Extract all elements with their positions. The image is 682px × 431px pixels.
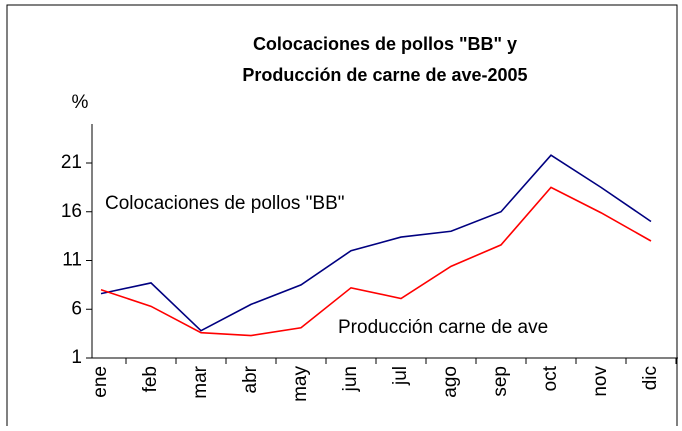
y-axis-label: %	[72, 92, 89, 113]
series-line	[100, 186, 652, 337]
y-tick-label: 1	[71, 347, 82, 368]
x-tick-label: ago	[440, 366, 461, 398]
y-tick-label: 6	[71, 298, 82, 319]
x-tick-label: sep	[490, 366, 511, 397]
x-tick-label: jul	[390, 366, 411, 386]
x-tick-label: abr	[240, 365, 261, 393]
chart-frame	[6, 4, 678, 431]
x-tick-label: oct	[540, 365, 561, 391]
series-line	[100, 154, 652, 332]
x-tick-label: jun	[340, 366, 361, 392]
y-tick-label: 16	[61, 201, 82, 222]
y-tick-label: 21	[61, 152, 82, 173]
x-tick-label: feb	[140, 366, 161, 392]
chart-title: Colocaciones de pollos "BB" y	[253, 34, 517, 54]
series-label: Producción carne de ave	[338, 317, 548, 338]
y-tick-label: 11	[62, 250, 82, 271]
x-tick-label: dic	[640, 366, 661, 390]
x-tick-label: ene	[90, 366, 111, 398]
series-label: Colocaciones de pollos "BB"	[105, 193, 345, 214]
x-tick-label: nov	[590, 366, 611, 397]
x-tick-label: may	[290, 366, 311, 402]
chart-title: Producción de carne de ave-2005	[242, 65, 527, 85]
x-tick-label: mar	[190, 365, 211, 398]
